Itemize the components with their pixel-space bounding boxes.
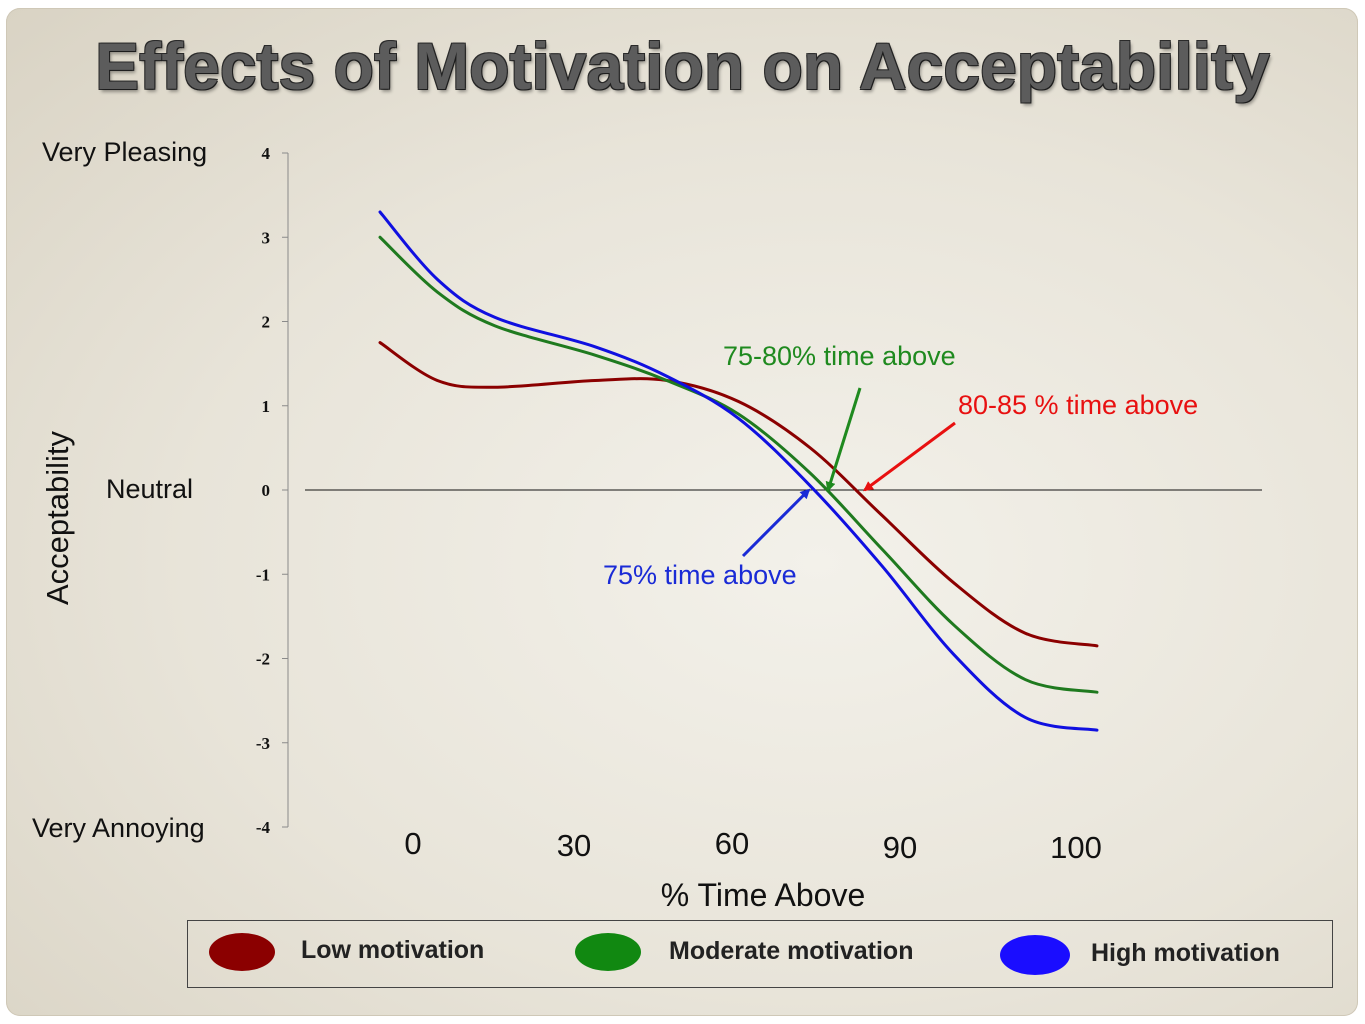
annotation-arrow-low	[863, 421, 956, 492]
y-tick-label: 1	[262, 397, 271, 416]
legend-label-high: High motivation	[1091, 939, 1280, 967]
y-tick-label: -3	[256, 734, 270, 753]
x-tick-label-30: 30	[556, 828, 592, 863]
annotation-arrow-moderate	[825, 387, 862, 492]
series-line-low	[378, 341, 1099, 648]
annotation-high: 75% time above	[603, 560, 797, 590]
label-very-pleasing: Very Pleasing	[42, 137, 208, 167]
annotation-low: 80-85 % time above	[958, 390, 1199, 420]
x-axis-label: % Time Above	[660, 877, 866, 913]
x-tick-label-90: 90	[882, 830, 918, 865]
x-tick-label-60: 60	[714, 826, 750, 861]
legend-swatch-high	[1000, 935, 1070, 975]
y-tick-label: -1	[256, 565, 270, 584]
label-very-annoying: Very Annoying	[32, 813, 205, 843]
series-line-high	[378, 210, 1099, 732]
x-tick-label-0: 0	[404, 826, 422, 861]
page-title: Effects of Motivation on Acceptability	[95, 29, 1270, 103]
x-tick-label-100: 100	[1050, 830, 1102, 865]
y-tick-label: 4	[262, 144, 271, 163]
chart-legend: Low motivation Moderate motivation High …	[187, 920, 1333, 988]
label-neutral: Neutral	[106, 474, 194, 504]
y-tick-label: 2	[262, 313, 271, 332]
legend-swatch-moderate	[575, 933, 641, 971]
y-tick-label: -4	[256, 818, 271, 837]
y-tick-label: 3	[262, 228, 271, 247]
y-tick-label: 0	[262, 481, 271, 500]
series-line-moderate	[378, 235, 1099, 694]
legend-label-low: Low motivation	[301, 936, 485, 964]
annotation-moderate: 75-80% time above	[723, 341, 956, 371]
legend-label-moderate: Moderate motivation	[669, 937, 914, 965]
slide-background	[6, 8, 1358, 1016]
y-tick-label: -2	[256, 650, 270, 669]
annotation-arrow-high	[741, 488, 811, 558]
legend-swatch-low	[209, 933, 275, 971]
